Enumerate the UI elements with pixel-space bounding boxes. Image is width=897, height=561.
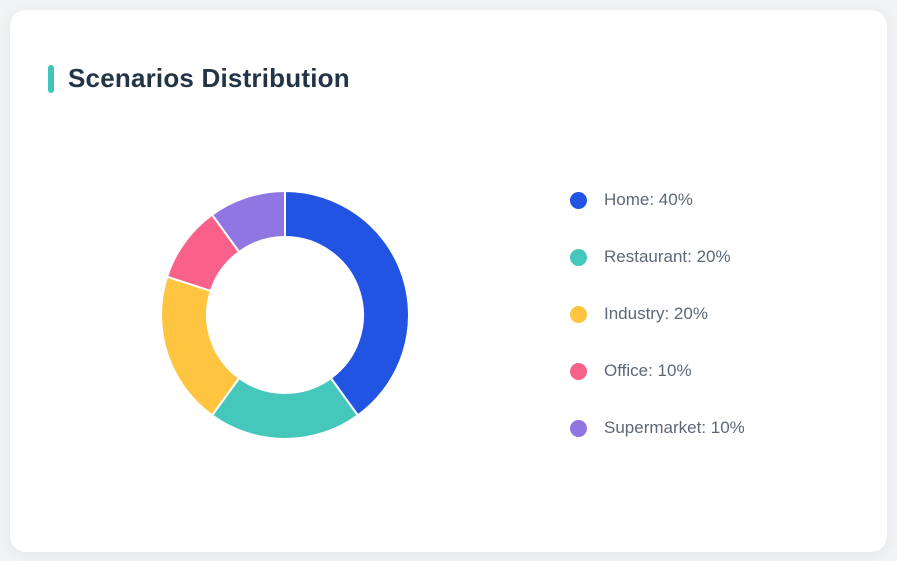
scenarios-distribution-card: Scenarios Distribution Home: 40% Restaur… bbox=[10, 10, 887, 552]
legend-item-industry[interactable]: Industry: 20% bbox=[570, 302, 745, 326]
donut-chart-svg bbox=[160, 190, 410, 440]
legend-item-office[interactable]: Office: 10% bbox=[570, 359, 745, 383]
legend-label-home: Home: 40% bbox=[604, 190, 693, 209]
donut-chart bbox=[159, 189, 411, 441]
donut-slice-home[interactable] bbox=[284, 190, 410, 417]
donut-slice-restaurant[interactable] bbox=[211, 377, 359, 440]
legend-item-supermarket[interactable]: Supermarket: 10% bbox=[570, 416, 745, 440]
legend-label-restaurant: Restaurant: 20% bbox=[604, 247, 731, 266]
legend-item-restaurant[interactable]: Restaurant: 20% bbox=[570, 245, 745, 269]
legend-dot-supermarket bbox=[570, 419, 587, 437]
legend-item-home[interactable]: Home: 40% bbox=[570, 188, 745, 212]
legend-label-supermarket: Supermarket: 10% bbox=[604, 418, 745, 437]
card-header: Scenarios Distribution bbox=[48, 63, 350, 94]
page-title: Scenarios Distribution bbox=[68, 63, 350, 93]
legend-dot-home bbox=[570, 191, 587, 209]
donut-slice-industry[interactable] bbox=[160, 275, 241, 417]
legend-dot-restaurant bbox=[570, 248, 587, 266]
chart-legend: Home: 40% Restaurant: 20% Industry: 20% … bbox=[570, 188, 745, 440]
legend-label-industry: Industry: 20% bbox=[604, 304, 708, 323]
donut-slice-supermarket[interactable] bbox=[211, 190, 286, 253]
title-accent-bar bbox=[48, 64, 54, 93]
legend-label-office: Office: 10% bbox=[604, 361, 692, 380]
legend-dot-office bbox=[570, 362, 587, 380]
legend-dot-industry bbox=[570, 305, 587, 323]
